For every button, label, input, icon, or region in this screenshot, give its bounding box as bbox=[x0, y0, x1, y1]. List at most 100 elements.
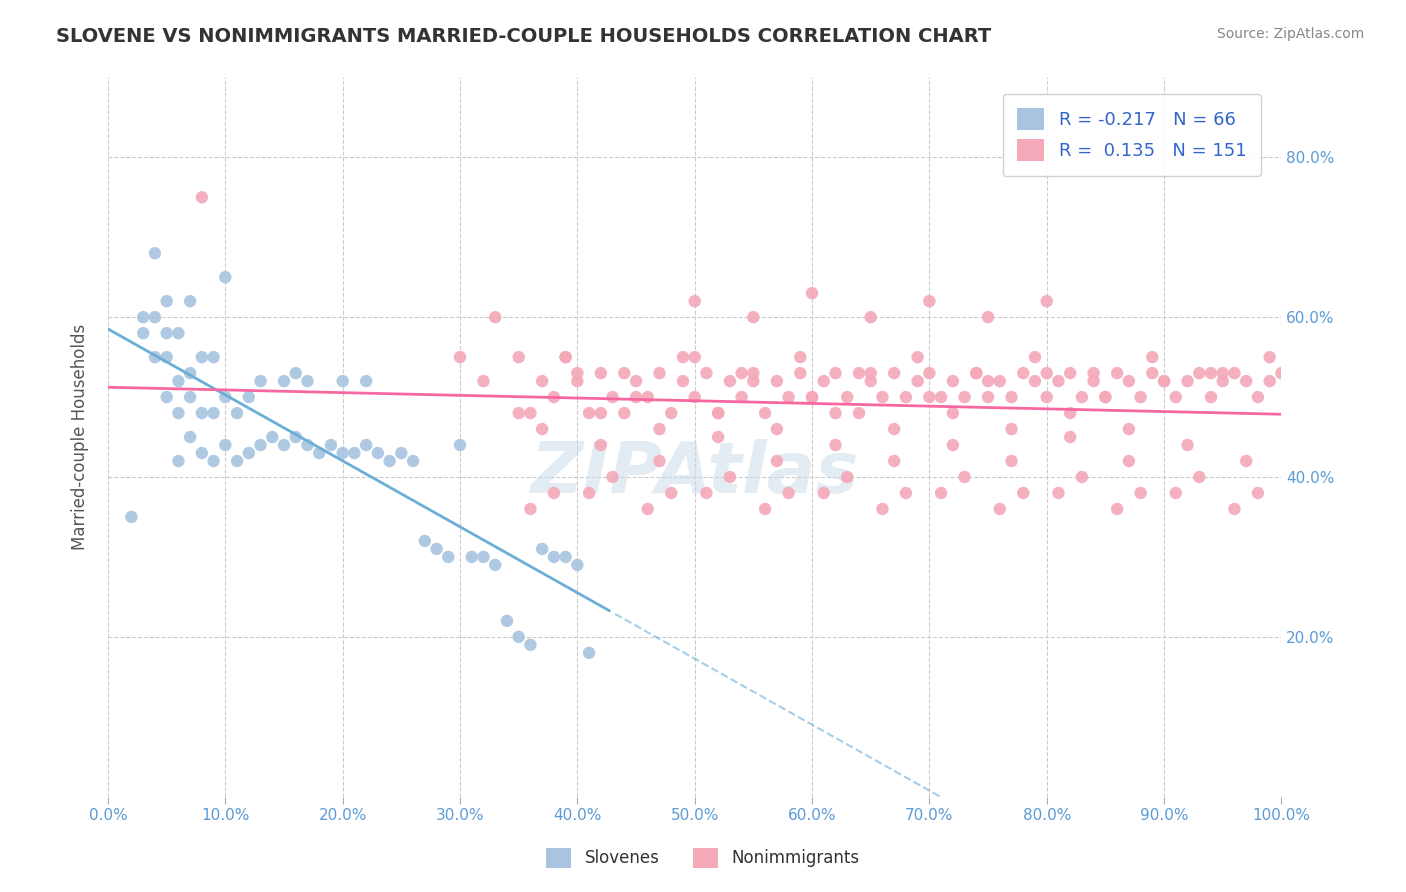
Point bbox=[1153, 374, 1175, 388]
Point bbox=[167, 454, 190, 468]
Point bbox=[508, 630, 530, 644]
Point bbox=[1059, 430, 1081, 444]
Point bbox=[167, 374, 190, 388]
Point bbox=[589, 366, 612, 380]
Point bbox=[778, 486, 800, 500]
Point bbox=[567, 374, 589, 388]
Point bbox=[1270, 366, 1292, 380]
Point bbox=[179, 390, 201, 404]
Point bbox=[179, 294, 201, 309]
Point bbox=[648, 422, 671, 436]
Point bbox=[519, 406, 541, 420]
Point bbox=[837, 470, 859, 484]
Point bbox=[742, 374, 765, 388]
Point bbox=[284, 430, 307, 444]
Point bbox=[167, 326, 190, 341]
Point bbox=[637, 502, 659, 516]
Point bbox=[824, 438, 846, 452]
Point bbox=[156, 294, 179, 309]
Point bbox=[343, 446, 366, 460]
Point bbox=[1047, 374, 1070, 388]
Point bbox=[602, 390, 624, 404]
Point bbox=[789, 350, 811, 364]
Point bbox=[1094, 390, 1116, 404]
Point bbox=[1223, 502, 1246, 516]
Point bbox=[167, 406, 190, 420]
Point bbox=[801, 390, 824, 404]
Legend: Slovenes, Nonimmigrants: Slovenes, Nonimmigrants bbox=[540, 841, 866, 875]
Point bbox=[883, 366, 905, 380]
Point bbox=[156, 390, 179, 404]
Point bbox=[1000, 454, 1022, 468]
Point bbox=[554, 549, 576, 564]
Point bbox=[589, 406, 612, 420]
Point bbox=[425, 541, 447, 556]
Point bbox=[472, 549, 495, 564]
Point bbox=[918, 390, 941, 404]
Point bbox=[707, 430, 730, 444]
Point bbox=[1199, 390, 1222, 404]
Point bbox=[848, 366, 870, 380]
Point bbox=[226, 406, 249, 420]
Point bbox=[332, 446, 354, 460]
Point bbox=[848, 406, 870, 420]
Point bbox=[578, 486, 600, 500]
Point bbox=[894, 390, 917, 404]
Point bbox=[942, 374, 965, 388]
Point bbox=[578, 646, 600, 660]
Point bbox=[1047, 486, 1070, 500]
Point bbox=[1129, 486, 1152, 500]
Point bbox=[1188, 470, 1211, 484]
Point bbox=[695, 366, 717, 380]
Point bbox=[402, 454, 425, 468]
Point bbox=[1188, 366, 1211, 380]
Point bbox=[977, 374, 1000, 388]
Point bbox=[1012, 486, 1035, 500]
Point bbox=[543, 486, 565, 500]
Point bbox=[1247, 390, 1270, 404]
Point bbox=[754, 502, 776, 516]
Point bbox=[238, 390, 260, 404]
Point bbox=[648, 366, 671, 380]
Point bbox=[613, 406, 636, 420]
Point bbox=[249, 374, 271, 388]
Point bbox=[1035, 390, 1057, 404]
Point bbox=[624, 390, 647, 404]
Point bbox=[730, 366, 752, 380]
Point bbox=[766, 374, 789, 388]
Point bbox=[519, 502, 541, 516]
Point bbox=[143, 246, 166, 260]
Point bbox=[567, 366, 589, 380]
Point bbox=[461, 549, 484, 564]
Point bbox=[143, 310, 166, 325]
Y-axis label: Married-couple Households: Married-couple Households bbox=[72, 324, 89, 550]
Point bbox=[519, 638, 541, 652]
Point bbox=[378, 454, 401, 468]
Point bbox=[332, 374, 354, 388]
Point bbox=[214, 270, 236, 285]
Point bbox=[191, 406, 214, 420]
Point bbox=[907, 350, 929, 364]
Point bbox=[578, 406, 600, 420]
Point bbox=[202, 350, 225, 364]
Point bbox=[554, 350, 576, 364]
Point bbox=[543, 549, 565, 564]
Point bbox=[707, 406, 730, 420]
Point bbox=[883, 422, 905, 436]
Point bbox=[859, 310, 882, 325]
Point bbox=[543, 390, 565, 404]
Point bbox=[508, 350, 530, 364]
Point bbox=[907, 374, 929, 388]
Point bbox=[1142, 350, 1164, 364]
Point bbox=[1129, 390, 1152, 404]
Point bbox=[1071, 470, 1094, 484]
Point bbox=[354, 374, 377, 388]
Point bbox=[894, 486, 917, 500]
Point bbox=[766, 454, 789, 468]
Legend: R = -0.217   N = 66, R =  0.135   N = 151: R = -0.217 N = 66, R = 0.135 N = 151 bbox=[1002, 94, 1261, 176]
Point bbox=[273, 374, 295, 388]
Point bbox=[718, 470, 741, 484]
Point bbox=[508, 406, 530, 420]
Point bbox=[872, 390, 894, 404]
Point bbox=[683, 350, 706, 364]
